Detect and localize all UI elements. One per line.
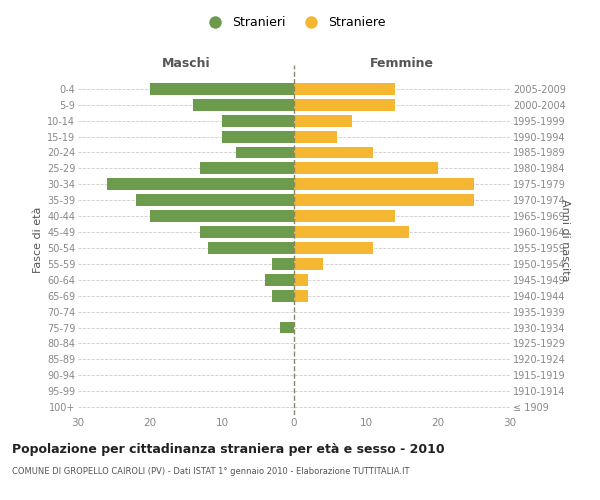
Bar — [294, 290, 308, 302]
Text: Popolazione per cittadinanza straniera per età e sesso - 2010: Popolazione per cittadinanza straniera p… — [12, 442, 445, 456]
Bar — [222, 114, 294, 126]
Bar — [294, 146, 373, 158]
Bar — [294, 226, 409, 238]
Bar — [272, 258, 294, 270]
Bar — [150, 83, 294, 95]
Bar — [294, 274, 308, 285]
Bar — [294, 178, 474, 190]
Bar — [200, 226, 294, 238]
Text: Femmine: Femmine — [370, 57, 434, 70]
Bar — [272, 290, 294, 302]
Text: COMUNE DI GROPELLO CAIROLI (PV) - Dati ISTAT 1° gennaio 2010 - Elaborazione TUTT: COMUNE DI GROPELLO CAIROLI (PV) - Dati I… — [12, 468, 409, 476]
Bar — [294, 114, 352, 126]
Bar — [107, 178, 294, 190]
Text: Maschi: Maschi — [161, 57, 211, 70]
Bar — [294, 194, 474, 206]
Bar — [150, 210, 294, 222]
Bar — [136, 194, 294, 206]
Bar — [280, 322, 294, 334]
Y-axis label: Fasce di età: Fasce di età — [32, 207, 43, 273]
Bar — [193, 99, 294, 110]
Bar — [236, 146, 294, 158]
Bar — [294, 258, 323, 270]
Bar — [294, 162, 438, 174]
Bar — [294, 210, 395, 222]
Legend: Stranieri, Straniere: Stranieri, Straniere — [197, 11, 391, 34]
Bar — [208, 242, 294, 254]
Bar — [294, 130, 337, 142]
Bar — [294, 99, 395, 110]
Bar — [294, 83, 395, 95]
Bar — [265, 274, 294, 285]
Bar — [294, 242, 373, 254]
Bar — [200, 162, 294, 174]
Y-axis label: Anni di nascita: Anni di nascita — [560, 198, 570, 281]
Bar — [222, 130, 294, 142]
